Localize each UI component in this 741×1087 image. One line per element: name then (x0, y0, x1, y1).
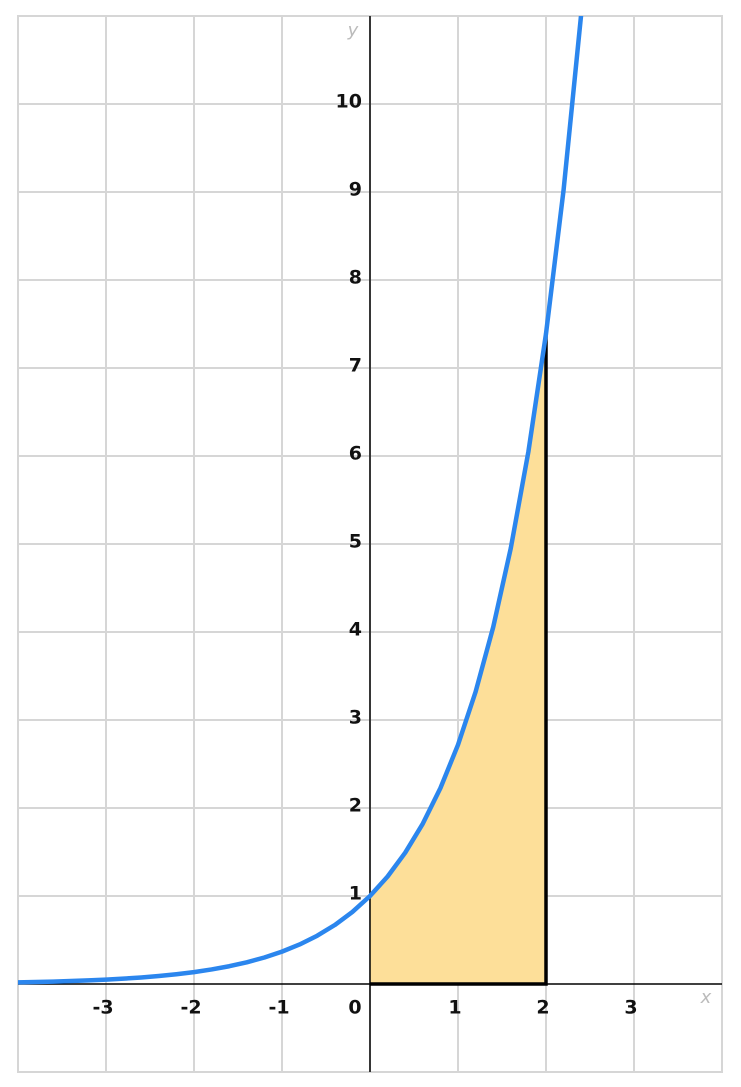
x-tick-label: -3 (92, 997, 113, 1019)
y-axis-label: y (347, 20, 359, 41)
x-tick-label: 3 (624, 997, 637, 1019)
y-tick-label: 2 (349, 795, 362, 817)
y-tick-label: 6 (349, 443, 362, 465)
x-tick-label: 2 (536, 997, 549, 1019)
y-tick-label: 9 (349, 179, 362, 201)
y-tick-label: 10 (336, 91, 362, 113)
x-axis-label: x (700, 987, 712, 1008)
y-tick-label: 5 (349, 531, 362, 553)
shaded-area (370, 333, 546, 985)
x-tick-label: -1 (268, 997, 289, 1019)
x-tick-label: -2 (180, 997, 201, 1019)
plot-area (18, 16, 722, 1072)
y-tick-label: 1 (349, 883, 362, 905)
y-tick-label: 4 (349, 619, 362, 641)
x-tick-label: 0 (348, 997, 361, 1019)
y-tick-label: 7 (349, 355, 362, 377)
y-tick-label: 3 (349, 707, 362, 729)
curve (18, 16, 584, 985)
y-tick-label: 8 (349, 267, 362, 289)
x-tick-label: 1 (448, 997, 461, 1019)
